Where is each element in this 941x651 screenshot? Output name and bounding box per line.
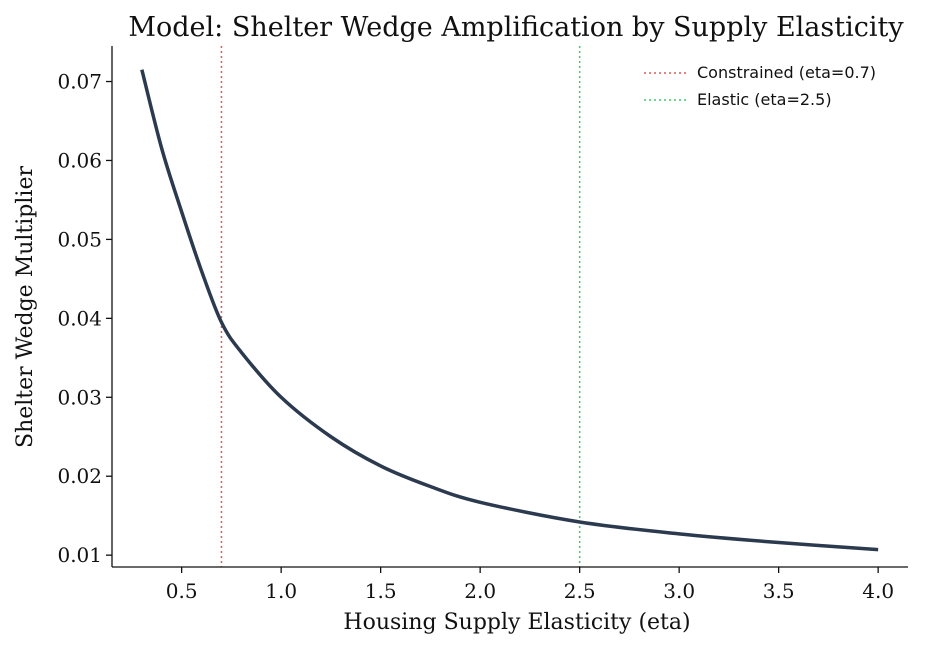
y-tick-label: 0.06 [57,148,102,172]
y-tick-label: 0.01 [57,543,102,567]
x-axis-label: Housing Supply Elasticity (eta) [343,610,690,635]
y-tick-label: 0.04 [57,306,102,330]
x-tick-label: 4.0 [862,579,894,603]
y-tick-label: 0.03 [57,385,102,409]
y-tick-label: 0.07 [57,70,102,94]
y-axis-label: Shelter Wedge Multiplier [13,166,38,448]
x-axis-ticks: 0.5 1.0 1.5 2.0 2.5 3.0 3.5 4.0 [166,567,894,603]
x-tick-label: 3.5 [763,579,795,603]
legend-label-constrained: Constrained (eta=0.7) [697,63,876,82]
series-line-0 [140,69,879,552]
x-tick-label: 0.5 [166,579,198,603]
chart-title: Model: Shelter Wedge Amplification by Su… [128,12,904,43]
legend: Constrained (eta=0.7) Elastic (eta=2.5) [644,63,876,109]
legend-label-elastic: Elastic (eta=2.5) [697,90,832,109]
y-axis-ticks: 0.01 0.02 0.03 0.04 0.05 0.06 0.07 [57,70,112,567]
y-tick-label: 0.02 [57,464,102,488]
y-tick-label: 0.05 [57,227,102,251]
x-tick-label: 1.5 [365,579,397,603]
x-tick-label: 3.0 [663,579,695,603]
x-tick-label: 1.0 [265,579,297,603]
x-tick-label: 2.5 [564,579,596,603]
plot-area [140,46,879,567]
x-tick-label: 2.0 [464,579,496,603]
